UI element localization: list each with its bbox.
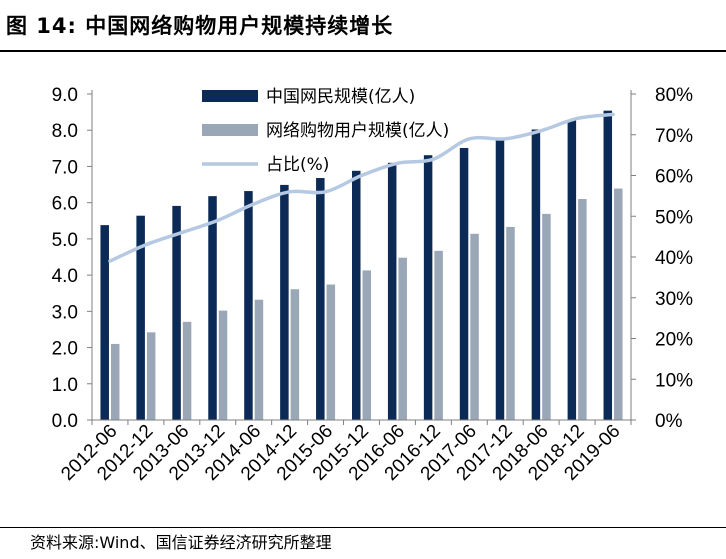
bar-shoppers xyxy=(254,299,264,420)
bar-shoppers xyxy=(614,188,623,420)
bar-shoppers xyxy=(578,199,587,420)
share-line-path xyxy=(108,112,615,263)
right-axis-ticks: 0% 10% 20% 30% 40% 50% 60% 70% 80% xyxy=(655,85,693,432)
right-tick-label: 80% xyxy=(655,85,693,106)
left-tick-label: 4.0 xyxy=(52,266,78,287)
left-tick-label: 3.0 xyxy=(52,302,78,323)
right-tick-label: 30% xyxy=(655,289,693,310)
share-line xyxy=(108,112,615,263)
bar-shoppers xyxy=(362,270,371,420)
figure-title: 图 14: 中国网络购物用户规模持续增长 xyxy=(6,14,394,38)
bar-netizens xyxy=(387,162,397,421)
legend-swatch xyxy=(202,90,258,102)
bar-shoppers xyxy=(218,310,228,420)
source-rule xyxy=(0,527,726,528)
bar-shoppers xyxy=(542,213,551,420)
bar-netizens xyxy=(495,140,505,420)
left-tick-label: 8.0 xyxy=(52,121,78,142)
right-tick-label: 20% xyxy=(655,330,693,351)
right-tick-label: 70% xyxy=(655,126,693,147)
right-tick-label: 10% xyxy=(655,370,693,391)
bar-shoppers xyxy=(398,257,407,420)
bar-shoppers xyxy=(146,332,156,420)
legend-label: 占比(%) xyxy=(266,155,329,175)
bar-netizens xyxy=(244,191,253,420)
bar-shoppers xyxy=(434,250,443,420)
left-tick-label: 6.0 xyxy=(52,194,78,215)
left-tick-label: 0.0 xyxy=(52,411,78,432)
left-tick-label: 1.0 xyxy=(52,375,78,396)
left-tick-label: 2.0 xyxy=(52,339,78,360)
bar-netizens xyxy=(567,119,577,421)
legend-label: 网络购物用户规模(亿人) xyxy=(266,121,449,141)
left-tick-label: 7.0 xyxy=(52,157,78,178)
bar-netizens xyxy=(423,155,433,420)
bar-netizens xyxy=(316,178,325,420)
bar-netizens xyxy=(208,196,217,420)
right-tick-label: 60% xyxy=(655,167,693,188)
bar-netizens xyxy=(100,225,109,420)
right-tick-label: 0% xyxy=(655,411,683,432)
bar-netizens xyxy=(352,170,361,420)
bar-shoppers xyxy=(326,284,336,420)
bar-shoppers xyxy=(506,226,515,420)
source-note: 资料来源:Wind、国信证券经济研究所整理 xyxy=(30,533,332,552)
bar-marks xyxy=(100,110,623,421)
bar-netizens xyxy=(531,129,541,420)
left-tick-label: 5.0 xyxy=(52,230,78,251)
left-axis-ticks: 0.0 1.0 2.0 3.0 4.0 5.0 6.0 7.0 8.0 9.0 xyxy=(52,85,78,432)
bar-netizens xyxy=(172,205,181,420)
right-tick-label: 50% xyxy=(655,207,693,228)
bar-shoppers xyxy=(182,321,192,420)
bar-netizens xyxy=(603,110,613,420)
left-tick-label: 9.0 xyxy=(52,85,78,106)
right-tick-label: 40% xyxy=(655,248,693,269)
bar-shoppers xyxy=(290,289,300,420)
legend-swatch xyxy=(202,124,258,136)
bar-shoppers xyxy=(470,233,479,420)
bar-netizens xyxy=(280,184,289,420)
title-rule xyxy=(0,50,726,52)
bar-netizens xyxy=(459,147,469,420)
x-axis-labels: 2012-062012-122013-062013-122014-062014-… xyxy=(57,421,624,485)
legend: 中国网民规模(亿人) 网络购物用户规模(亿人) 占比(%) xyxy=(202,87,449,175)
axes xyxy=(87,90,636,425)
legend-label: 中国网民规模(亿人) xyxy=(266,87,415,107)
bar-netizens xyxy=(136,215,145,420)
bar-shoppers xyxy=(110,343,120,420)
